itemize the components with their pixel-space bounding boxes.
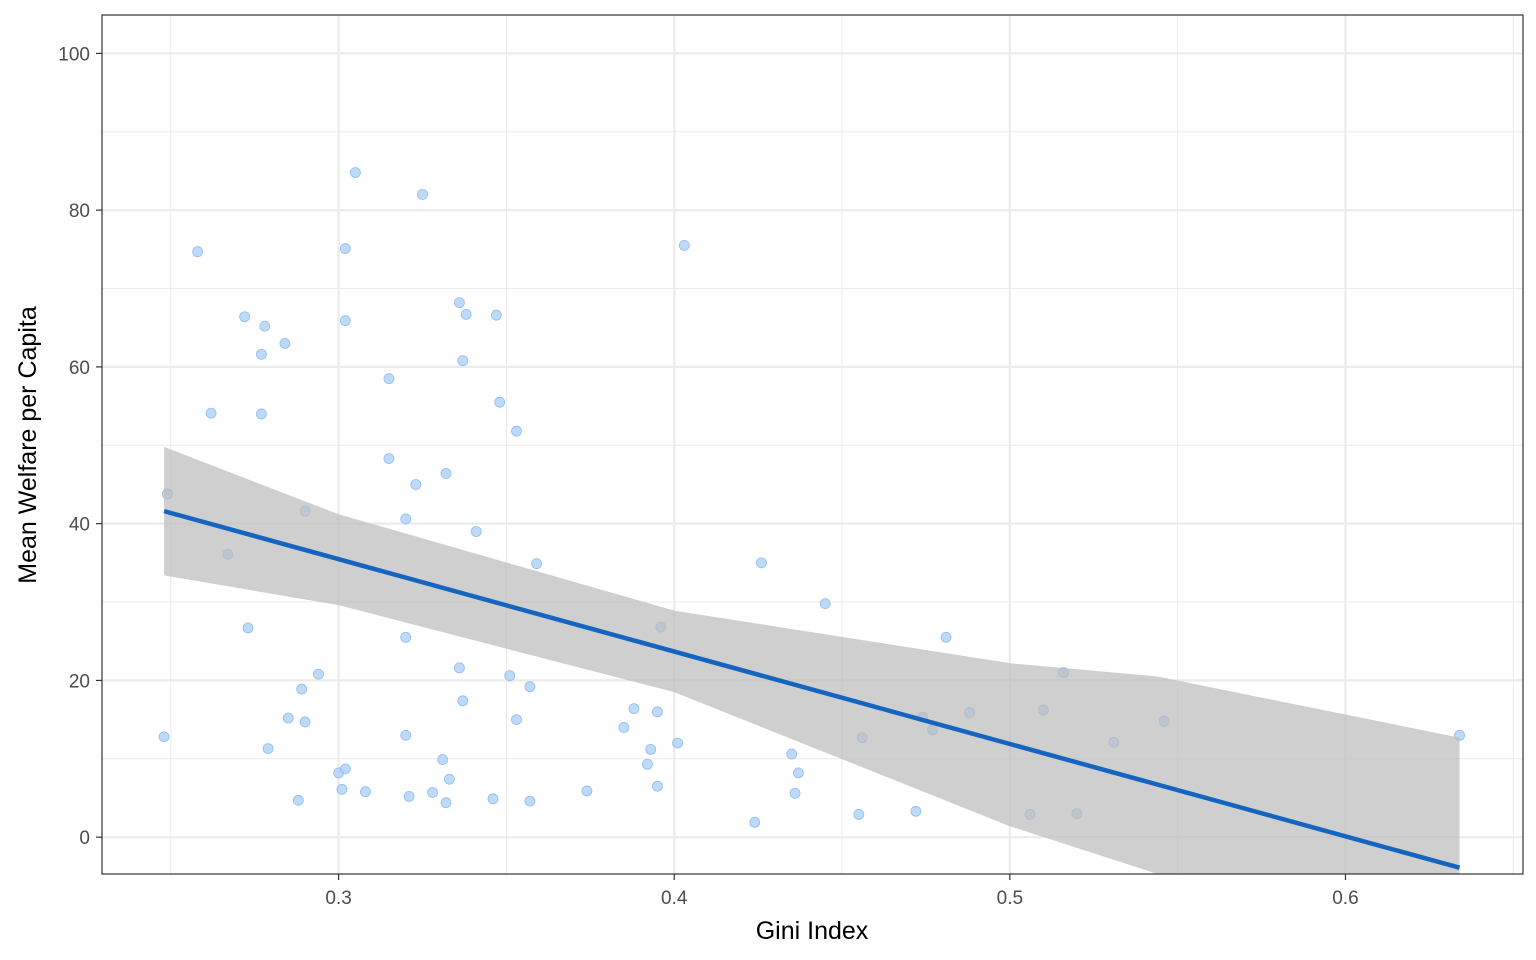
data-point <box>910 805 922 817</box>
data-point <box>437 754 449 765</box>
data-point <box>292 794 304 806</box>
y-tick-label: 20 <box>69 671 90 692</box>
data-point <box>641 758 653 770</box>
trend-line-layer <box>163 508 1461 870</box>
data-point <box>296 683 308 695</box>
data-point <box>819 598 831 610</box>
y-axis-title: Mean Welfare per Capita <box>14 306 42 584</box>
data-point <box>256 408 267 420</box>
data-point <box>400 729 412 741</box>
data-point <box>628 703 640 715</box>
data-point <box>672 737 683 749</box>
data-point <box>504 670 516 682</box>
data-point <box>511 714 522 725</box>
x-tick-label: 0.3 <box>325 888 351 909</box>
data-point <box>940 631 952 643</box>
data-point <box>470 526 482 537</box>
data-point <box>652 706 663 718</box>
data-point <box>192 246 204 258</box>
x-tick-label: 0.6 <box>1332 888 1358 909</box>
y-axis: 0 20 40 60 80 100 <box>58 44 102 849</box>
data-point <box>793 767 804 779</box>
y-tick-label: 100 <box>58 44 90 65</box>
data-point <box>256 348 267 360</box>
data-point <box>756 557 767 569</box>
data-point <box>853 809 865 820</box>
data-point <box>490 309 502 321</box>
data-point <box>205 407 217 419</box>
data-point <box>400 513 412 525</box>
data-point <box>417 189 428 200</box>
x-tick-label: 0.5 <box>997 888 1023 909</box>
data-point <box>313 668 324 680</box>
data-point <box>360 786 371 798</box>
data-point <box>339 243 351 254</box>
data-point <box>440 797 452 809</box>
plot-border <box>101 14 1524 875</box>
data-point <box>158 731 170 743</box>
data-point <box>339 315 351 327</box>
data-point <box>652 780 663 792</box>
x-axis: 0.3 0.4 0.5 0.6 <box>325 874 1359 909</box>
data-point <box>581 785 593 797</box>
confidence-band-layer <box>164 446 1460 874</box>
data-point <box>524 681 536 693</box>
data-point <box>749 816 761 828</box>
x-tick-label: 0.4 <box>661 888 688 909</box>
data-point <box>427 787 438 798</box>
x-axis-title: Gini Index <box>756 917 869 945</box>
data-point <box>259 320 271 332</box>
y-tick-label: 60 <box>69 358 90 379</box>
y-tick-label: 40 <box>69 515 90 536</box>
data-point <box>440 468 452 479</box>
data-point <box>511 425 522 437</box>
data-point <box>678 240 690 251</box>
data-point <box>239 311 251 323</box>
data-point <box>457 355 469 367</box>
data-point <box>524 795 536 807</box>
data-point <box>457 695 469 707</box>
confidence-band <box>164 446 1460 874</box>
data-point <box>400 631 412 643</box>
data-point <box>242 622 254 634</box>
data-point <box>336 783 348 795</box>
y-tick-label: 80 <box>69 201 90 222</box>
data-point <box>282 712 294 724</box>
trend-line <box>163 508 1461 870</box>
data-point <box>383 373 395 385</box>
data-point <box>494 396 506 408</box>
data-point <box>403 791 415 802</box>
data-point <box>531 558 543 570</box>
data-point <box>786 748 798 760</box>
data-point <box>789 787 801 799</box>
data-point <box>454 662 465 674</box>
data-point <box>279 337 291 349</box>
data-point <box>487 793 499 805</box>
data-point <box>383 453 395 465</box>
data-point <box>410 479 422 490</box>
data-point <box>349 167 361 178</box>
data-point <box>645 743 657 755</box>
data-point <box>299 716 311 728</box>
data-point <box>618 722 630 733</box>
data-point <box>443 773 455 785</box>
y-tick-label: 0 <box>79 828 90 849</box>
data-point <box>262 743 274 754</box>
data-point <box>339 763 351 775</box>
data-point <box>454 297 465 309</box>
data-point <box>460 308 472 320</box>
